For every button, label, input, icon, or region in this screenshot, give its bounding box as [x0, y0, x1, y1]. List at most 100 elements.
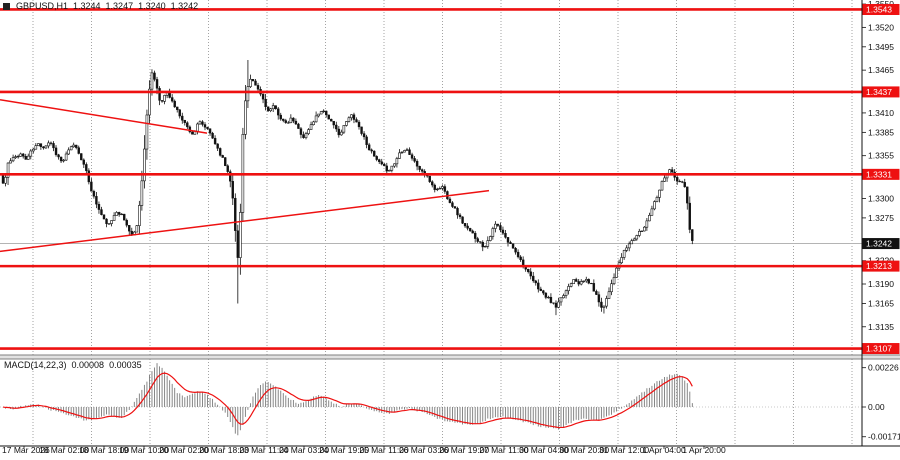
bear-candle-body — [675, 177, 679, 182]
bear-candle-body — [158, 88, 161, 101]
bear-candle-body — [519, 256, 522, 261]
bull-candle-body — [350, 114, 353, 119]
bear-candle-body — [370, 149, 373, 152]
bear-candle-body — [332, 120, 335, 126]
bear-candle-body — [82, 159, 86, 165]
panel-divider[interactable] — [0, 355, 900, 359]
bull-candle-body — [9, 160, 12, 164]
bear-candle-body — [678, 181, 681, 183]
bear-candle-body — [216, 143, 219, 149]
bull-candle-body — [441, 186, 444, 189]
bull-candle-body — [395, 158, 399, 165]
bear-candle-body — [378, 159, 381, 162]
bull-candle-body — [658, 189, 661, 198]
bear-candle-body — [77, 147, 80, 154]
bear-candle-body — [367, 144, 371, 151]
bull-candle-body — [489, 236, 492, 241]
bull-candle-body — [622, 250, 626, 258]
time-label: 1 Apr 04:00 — [642, 445, 686, 455]
bull-candle-body — [64, 153, 68, 161]
bear-candle-body — [542, 290, 545, 294]
bull-candle-body — [246, 86, 250, 102]
bull-candle-body — [345, 121, 348, 126]
bull-candle-body — [398, 152, 401, 159]
ohlc-close: 1.3242 — [170, 1, 199, 11]
bear-candle-body — [383, 163, 386, 167]
bull-candle-body — [14, 156, 17, 158]
bear-candle-body — [231, 181, 234, 199]
bear-candle-body — [681, 181, 684, 183]
bear-candle-body — [39, 143, 43, 147]
bear-candle-body — [466, 225, 469, 229]
bear-candle-body — [534, 280, 537, 284]
bull-candle-body — [112, 215, 116, 221]
bull-candle-body — [304, 133, 308, 139]
bear-candle-body — [105, 218, 108, 224]
bear-candle-body — [87, 170, 91, 183]
bear-candle-body — [372, 150, 376, 157]
bull-candle-body — [340, 131, 343, 136]
bear-candle-body — [229, 171, 232, 182]
bear-candle-body — [691, 229, 694, 241]
bull-candle-body — [19, 153, 22, 157]
time-label: 31 Mar 12:00 — [599, 445, 649, 455]
bull-candle-body — [140, 180, 144, 206]
bull-candle-body — [582, 280, 586, 282]
bull-candle-body — [648, 215, 651, 222]
bear-candle-body — [357, 121, 361, 128]
bear-candle-body — [365, 136, 368, 145]
bull-candle-body — [653, 201, 656, 210]
ohlc-high: 1.3247 — [105, 1, 134, 11]
bear-candle-body — [102, 214, 106, 220]
bear-candle-body — [481, 241, 484, 248]
time-label: 18 Mar 02:00 — [39, 445, 89, 455]
bear-candle-body — [516, 251, 520, 258]
bear-candle-body — [22, 153, 25, 157]
bear-candle-body — [433, 184, 436, 190]
macd-tick-label: 0.00226 — [868, 363, 899, 373]
bull-candle-body — [635, 235, 639, 240]
bear-candle-body — [380, 161, 383, 165]
bear-candle-body — [597, 294, 601, 303]
bull-candle-body — [491, 228, 495, 237]
level-price-label-box — [862, 260, 900, 272]
bear-candle-body — [24, 156, 27, 160]
bull-candle-body — [620, 257, 623, 264]
bear-candle-body — [160, 100, 164, 102]
bear-candle-body — [456, 208, 459, 216]
bear-candle-body — [297, 123, 300, 129]
bear-candle-body — [458, 214, 462, 218]
bull-candle-body — [405, 149, 409, 151]
bear-candle-body — [413, 158, 416, 162]
bull-candle-body — [107, 223, 111, 225]
bull-candle-body — [26, 155, 30, 160]
bear-candle-body — [284, 120, 287, 123]
trendline[interactable] — [0, 189, 490, 253]
bull-candle-body — [400, 151, 404, 154]
bull-candle-body — [645, 220, 649, 228]
bull-candle-body — [244, 100, 247, 135]
bull-candle-body — [483, 246, 487, 248]
bear-candle-body — [100, 209, 103, 215]
time-label: 26 Mar 19:00 — [439, 445, 489, 455]
bear-candle-body — [181, 115, 184, 121]
bull-candle-body — [559, 297, 563, 303]
bear-candle-body — [352, 114, 356, 120]
bear-candle-body — [590, 282, 593, 285]
bull-candle-body — [110, 220, 113, 224]
bear-candle-body — [443, 186, 447, 192]
time-label: 26 Mar 03:00 — [399, 445, 449, 455]
price-tick-label: 1.3465 — [868, 65, 894, 75]
macd-signal-value: 0.00035 — [109, 360, 142, 370]
trendline[interactable] — [0, 98, 208, 134]
bear-candle-body — [153, 72, 156, 80]
bear-candle-body — [325, 110, 328, 116]
price-tick-label: 1.3495 — [868, 42, 894, 52]
bear-candle-body — [294, 120, 298, 125]
bear-candle-body — [506, 237, 510, 243]
time-label: 17 Mar 2026 — [2, 445, 50, 455]
price-tick-label: 1.3300 — [868, 193, 894, 203]
chart-icon — [3, 2, 10, 10]
